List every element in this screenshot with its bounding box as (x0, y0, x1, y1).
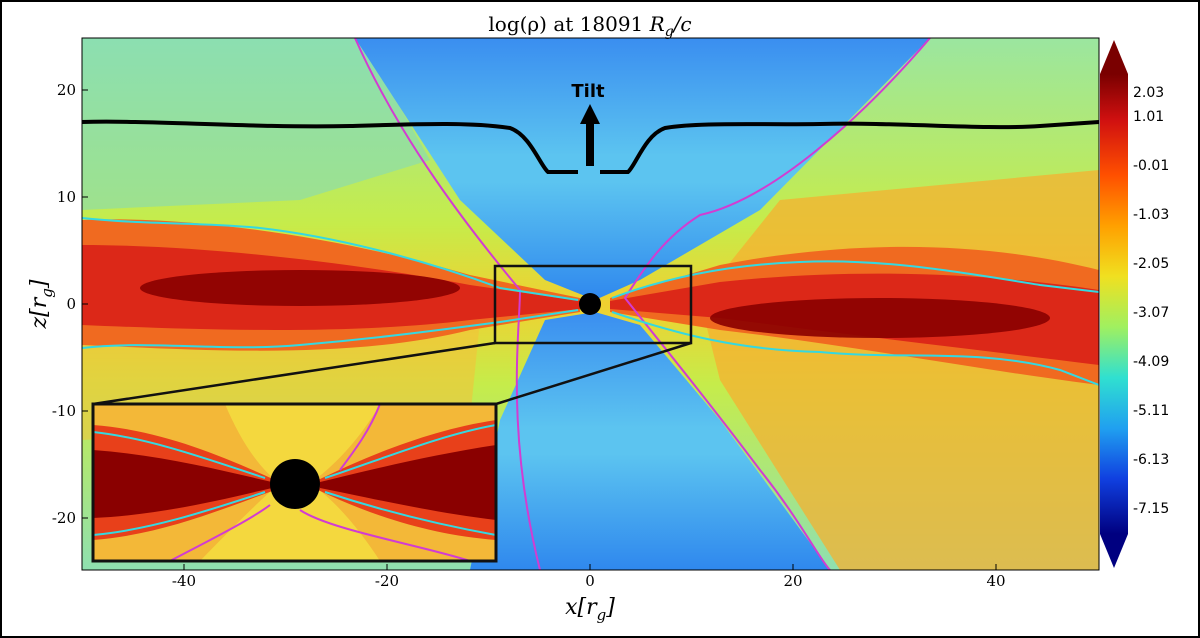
cyan-contour-lower-left (82, 309, 579, 349)
tilt-arrow (580, 104, 600, 166)
colorbar-tick-label: -3.07 (1133, 305, 1169, 321)
inset-border (91, 402, 498, 563)
tilt-label: Tilt (571, 81, 605, 102)
inset-black-hole (270, 459, 320, 509)
zoom-connector-left (92, 341, 496, 406)
colorbar-tick-label: -5.11 (1133, 403, 1169, 419)
colorbar: 2.03 1.01 -0.01 -1.03 -2.05 -3.07 -4.09 … (1100, 40, 1169, 568)
zoom-connector-right (495, 341, 692, 406)
tilt-profile-line (82, 119, 1099, 174)
cyan-contour-lower-right (611, 311, 1099, 386)
y-tick-label: 20 (57, 81, 76, 99)
colorbar-tick-label: 2.03 (1133, 85, 1164, 101)
colorbar-tick-label: -6.13 (1133, 452, 1169, 468)
y-tick-label: -10 (52, 402, 76, 420)
plot-title: log(ρ) at 18091 Rg/c (488, 12, 691, 40)
x-tick-label: -40 (172, 572, 196, 590)
zoom-inset (93, 404, 496, 561)
colorbar-tick-label: -1.03 (1133, 207, 1169, 223)
axis-ticks (82, 89, 997, 570)
x-axis-label: x[rg] (565, 595, 615, 624)
x-tick-label: 0 (585, 572, 595, 590)
x-tick-label: 20 (783, 572, 802, 590)
y-axis-label: z[rg] (27, 279, 56, 329)
colorbar-tick-label: 1.01 (1133, 109, 1164, 125)
cyan-contour-upper-left (82, 217, 579, 301)
y-tick-label: 10 (57, 188, 76, 206)
black-hole (579, 293, 601, 315)
cyan-contour-upper-right (611, 260, 1099, 299)
colorbar-tick-label: -7.15 (1133, 501, 1169, 517)
y-tick-label: 0 (66, 295, 76, 313)
upper-jet-funnel (355, 38, 930, 300)
colorbar-tick-label: -0.01 (1133, 158, 1169, 174)
magenta-contour-left (354, 38, 541, 570)
lower-jet-funnel (470, 312, 830, 570)
x-tick-label: 40 (986, 572, 1005, 590)
colorbar-tick-label: -4.09 (1133, 354, 1169, 370)
colorbar-top-extension (1100, 40, 1128, 74)
colorbar-tick-label: -2.05 (1133, 256, 1169, 272)
y-tick-label: -20 (52, 509, 76, 527)
x-tick-label: -20 (375, 572, 399, 590)
colorbar-gradient (1100, 74, 1128, 534)
colorbar-bottom-extension (1100, 534, 1128, 568)
magenta-contour-right (623, 38, 931, 570)
zoom-region-box (493, 264, 693, 345)
